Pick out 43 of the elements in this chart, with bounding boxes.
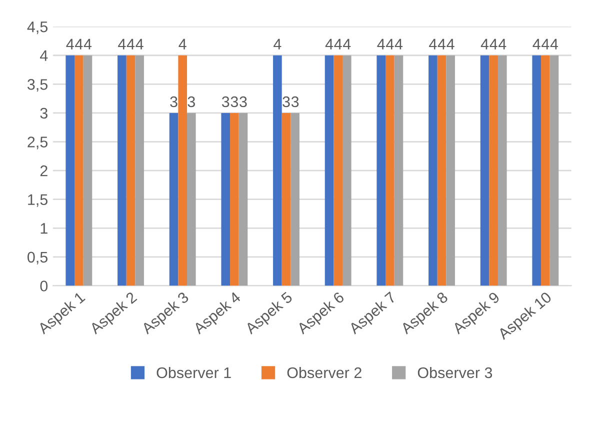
legend-label: Observer 3 [418, 366, 492, 378]
data-label: 4 [490, 38, 498, 50]
data-label: 4 [377, 38, 385, 50]
y-tick-label: 3 [40, 108, 48, 119]
data-label: 4 [343, 38, 351, 50]
y-tick-label: 1,5 [28, 194, 48, 207]
data-label: 4 [66, 38, 74, 50]
y-tick-label: 0,5 [28, 252, 48, 264]
data-label: 3 [188, 96, 195, 108]
y-tick-label: 4,5 [27, 22, 48, 34]
y-tick-label: 4 [40, 50, 48, 61]
y-tick-label: 0 [40, 280, 48, 292]
data-label: 4 [325, 38, 334, 50]
y-tick-label: 1 [40, 223, 48, 234]
data-label: 4 [532, 38, 540, 50]
y-tick-label: 3,5 [27, 79, 48, 92]
data-label: 4 [480, 38, 489, 50]
data-label: 4 [446, 38, 454, 50]
data-label: 3 [222, 96, 230, 108]
data-label: 4 [386, 38, 394, 50]
legend-label: Observer 1 [156, 366, 231, 378]
data-label: 4 [136, 38, 144, 50]
data-label: 3 [170, 96, 178, 108]
data-label: 4 [438, 38, 446, 50]
data-label: 3 [230, 96, 238, 108]
data-label: 4 [334, 38, 342, 50]
data-label: 4 [274, 38, 282, 50]
data-label: 4 [126, 38, 135, 50]
y-tick-label: 2 [40, 165, 48, 176]
data-label: 3 [240, 96, 247, 108]
data-label: 3 [282, 96, 290, 108]
data-label: 4 [394, 38, 403, 50]
data-label: 4 [75, 38, 83, 50]
data-label: 4 [178, 38, 186, 50]
data-label: 4 [84, 38, 92, 50]
data-label: 3 [291, 96, 299, 108]
legend-label: Observer 2 [287, 366, 362, 378]
data-label: 4 [429, 38, 437, 50]
data-label: 4 [498, 38, 506, 50]
data-label: 4 [542, 38, 550, 50]
data-label: 4 [550, 38, 558, 50]
y-tick-label: 2,5 [28, 136, 48, 150]
data-label: 4 [118, 38, 126, 50]
